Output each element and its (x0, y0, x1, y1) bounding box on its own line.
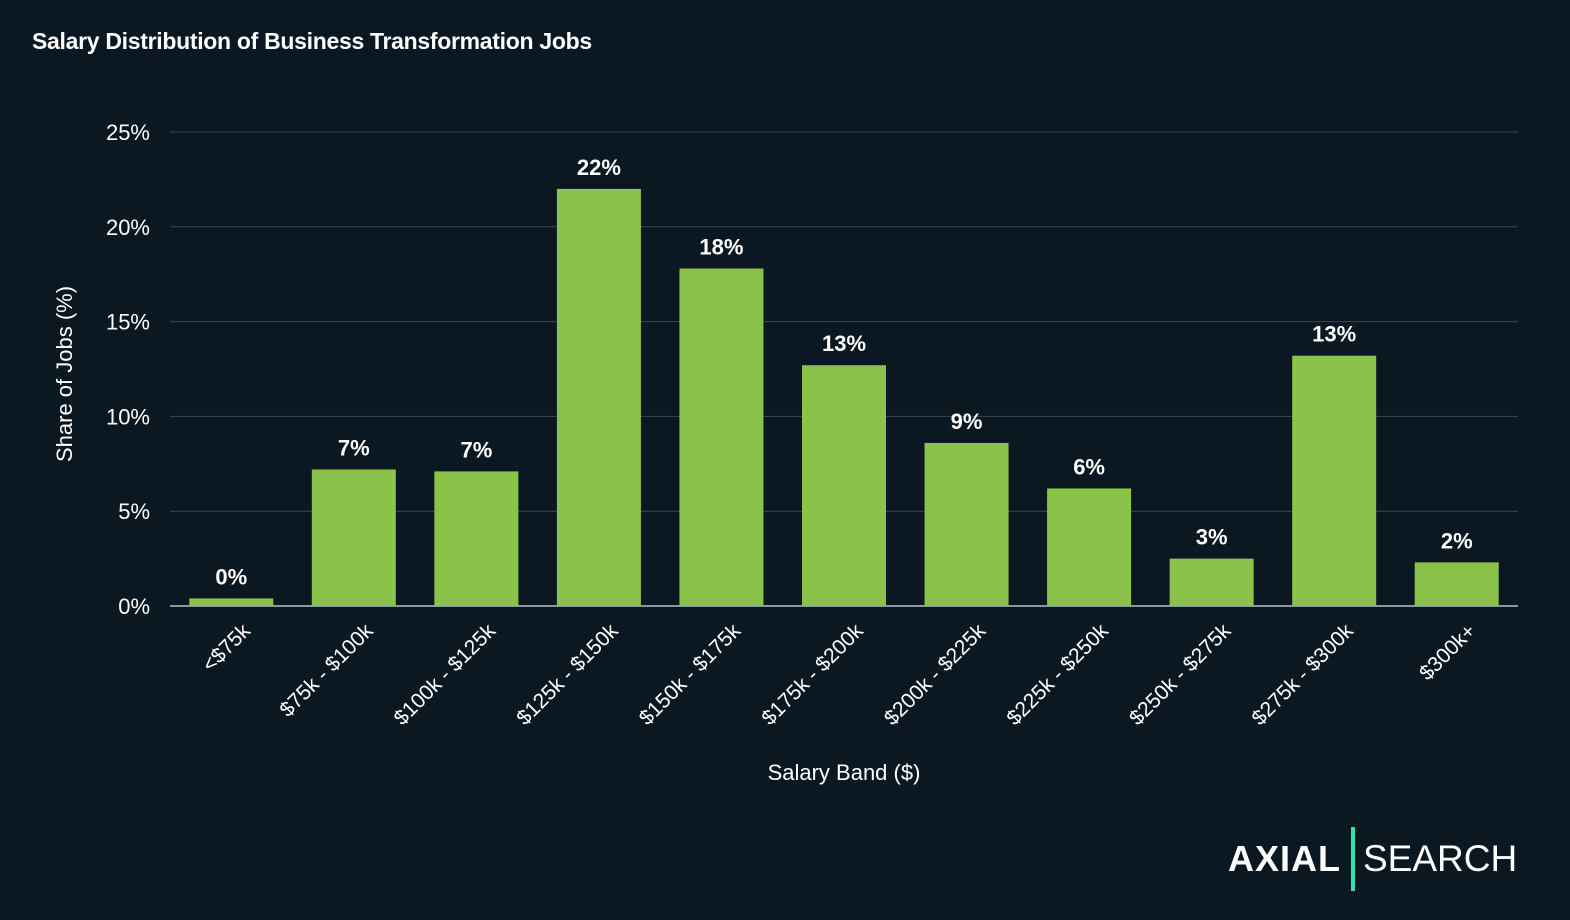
logo-axial: AXIAL (1228, 838, 1341, 879)
x-tick-label: <$75k (198, 619, 255, 676)
y-tick-label: 25% (106, 120, 150, 145)
y-tick-label: 10% (106, 404, 150, 429)
data-label: 18% (699, 235, 743, 260)
data-label: 13% (1312, 322, 1356, 347)
y-tick-label: 15% (106, 310, 150, 335)
x-tick-label: $300k+ (1415, 619, 1480, 684)
axial-search-logo: AXIAL SEARCH (1228, 827, 1518, 891)
data-label: 22% (577, 155, 621, 180)
bar (679, 268, 764, 606)
bar (189, 598, 274, 606)
x-tick-label: $75k - $100k (275, 619, 377, 721)
x-tick-label: $225k - $250k (1002, 619, 1113, 730)
bar (802, 365, 886, 606)
x-tick-label: $175k - $200k (757, 619, 868, 730)
data-label: 7% (460, 437, 492, 462)
x-tick-label: $200k - $225k (880, 619, 991, 730)
x-tick-label: $100k - $125k (390, 619, 501, 730)
bar (1414, 562, 1499, 606)
data-label: 7% (338, 435, 370, 460)
bar (556, 188, 641, 606)
data-label: 13% (822, 331, 866, 356)
bar (434, 471, 519, 606)
data-label: 9% (951, 409, 983, 434)
bar (1047, 488, 1132, 606)
y-tick-label: 5% (118, 499, 150, 524)
bar (924, 442, 1009, 606)
data-label: 6% (1073, 454, 1105, 479)
chart-title: Salary Distribution of Business Transfor… (32, 28, 592, 54)
y-tick-label: 20% (106, 215, 150, 240)
x-tick-label: $250k - $275k (1125, 619, 1236, 730)
bar (311, 469, 396, 606)
data-label: 0% (215, 564, 247, 589)
data-label: 2% (1441, 528, 1473, 553)
y-axis-label: Share of Jobs (%) (52, 286, 77, 462)
logo-search: SEARCH (1363, 838, 1518, 879)
x-tick-label: $275k - $300k (1248, 619, 1359, 730)
logo-divider (1351, 827, 1355, 891)
x-tick-label: $150k - $175k (635, 619, 746, 730)
x-axis-label: Salary Band ($) (768, 760, 921, 785)
x-tick-label: $125k - $150k (512, 619, 623, 730)
bar (1169, 558, 1254, 606)
bar (1292, 355, 1377, 606)
data-label: 3% (1196, 525, 1228, 550)
y-tick-label: 0% (118, 594, 150, 619)
